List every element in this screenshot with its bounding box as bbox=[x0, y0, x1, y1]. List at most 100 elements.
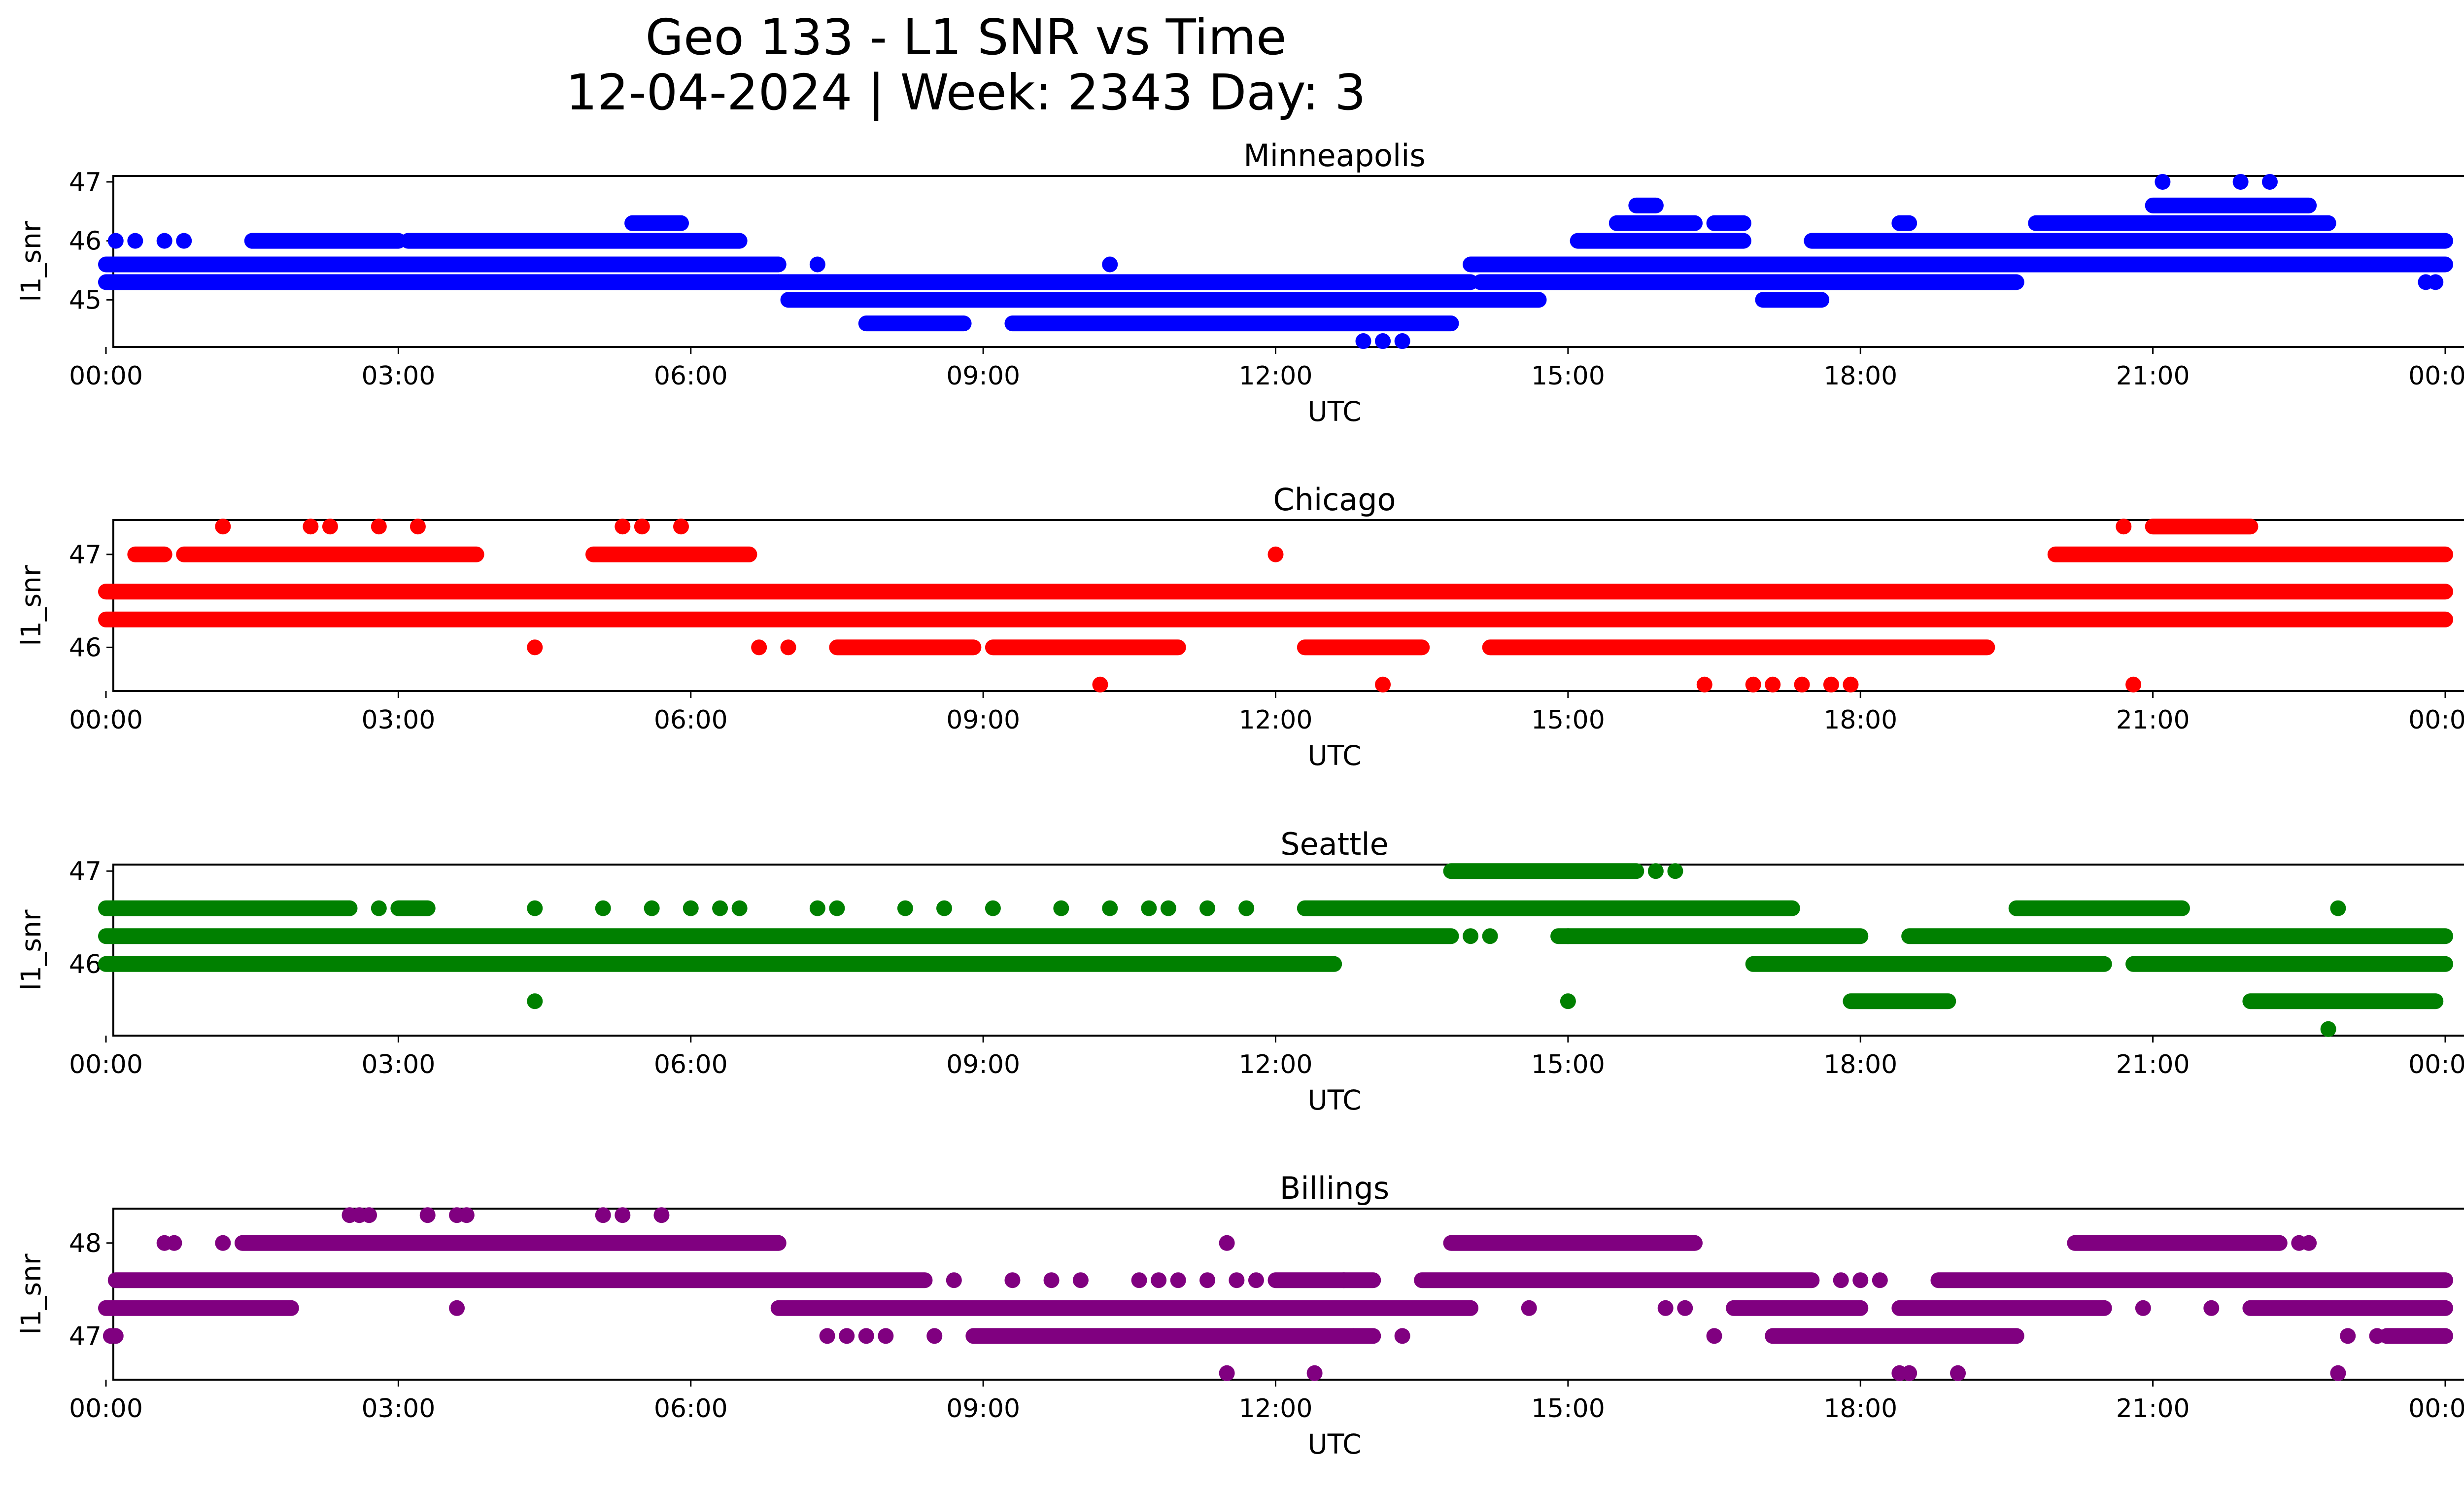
scatter-point bbox=[215, 1235, 231, 1251]
scatter-series bbox=[98, 174, 2453, 349]
x-tick-label: 00:00 bbox=[69, 361, 143, 391]
scatter-point bbox=[1823, 676, 1839, 693]
x-tick-label: 12:00 bbox=[1239, 1050, 1313, 1079]
scatter-point bbox=[1199, 900, 1216, 916]
scatter-point bbox=[1043, 1272, 1060, 1288]
y-tick-label: 47 bbox=[69, 1321, 102, 1351]
scatter-point bbox=[839, 1328, 855, 1344]
scatter-point bbox=[858, 1328, 874, 1344]
scatter-point bbox=[1521, 1300, 1537, 1316]
scatter-point bbox=[127, 233, 143, 249]
scatter-point bbox=[1131, 1272, 1147, 1288]
subplot-seattle: Seattle 46 47 00:00 03:00 06:00 09:00 12:00 15:0… bbox=[15, 826, 2464, 1116]
scatter-point bbox=[2428, 274, 2444, 290]
x-axis-label: UTC bbox=[1307, 740, 1361, 771]
scatter-point bbox=[303, 519, 319, 535]
plot-area-frame bbox=[112, 519, 2464, 692]
scatter-point bbox=[1482, 928, 1498, 944]
x-tick-label: 09:00 bbox=[946, 705, 1020, 735]
scatter-point bbox=[107, 233, 124, 249]
scatter-point bbox=[780, 639, 796, 656]
scatter-point bbox=[634, 519, 650, 535]
scatter-point bbox=[1004, 1272, 1021, 1288]
scatter-point bbox=[829, 900, 845, 916]
y-axis-label: l1_snr bbox=[15, 1253, 47, 1334]
x-tick-label: 00:00 bbox=[69, 705, 143, 735]
subplot-billings: Billings 47 48 00:00 03:00 06:00 09:00 12:00 15:… bbox=[15, 1170, 2464, 1460]
scatter-point bbox=[449, 1300, 465, 1316]
x-tick-label: 12:00 bbox=[1239, 361, 1313, 391]
scatter-point bbox=[1872, 1272, 1888, 1288]
plot-area-frame bbox=[112, 1208, 2464, 1381]
scatter-point bbox=[1765, 676, 1781, 693]
scatter-point bbox=[878, 1328, 894, 1344]
scatter-point bbox=[166, 1235, 182, 1251]
scatter-point bbox=[1560, 928, 1576, 944]
x-tick-label: 00:00 bbox=[2408, 705, 2464, 735]
x-tick-label: 15:00 bbox=[1531, 1394, 1605, 1424]
y-tick-label: 46 bbox=[69, 950, 102, 979]
scatter-point bbox=[1375, 676, 1391, 693]
scatter-point bbox=[751, 639, 767, 656]
scatter-point bbox=[1843, 676, 1859, 693]
scatter-point bbox=[1199, 1272, 1216, 1288]
x-axis-label: UTC bbox=[1307, 1084, 1361, 1116]
x-tick-label: 06:00 bbox=[654, 1394, 728, 1424]
x-tick-label: 21:00 bbox=[2116, 1050, 2190, 1079]
x-tick-label: 15:00 bbox=[1531, 361, 1605, 391]
plot-area-frame bbox=[112, 864, 2464, 1037]
scatter-point bbox=[595, 900, 611, 916]
x-tick-label: 09:00 bbox=[946, 1050, 1020, 1079]
scatter-point bbox=[712, 900, 728, 916]
scatter-point bbox=[371, 519, 387, 535]
x-tick-label: 03:00 bbox=[361, 1050, 435, 1079]
scatter-point bbox=[1706, 1328, 1722, 1344]
scatter-point bbox=[897, 900, 913, 916]
scatter-point bbox=[1394, 1328, 1410, 1344]
scatter-point bbox=[1560, 993, 1576, 1009]
scatter-point bbox=[1355, 333, 1371, 349]
x-tick-label: 00:00 bbox=[2408, 361, 2464, 391]
scatter-point bbox=[809, 256, 825, 273]
scatter-point bbox=[946, 1272, 962, 1288]
scatter-point bbox=[2330, 1365, 2346, 1381]
scatter-point bbox=[2203, 1300, 2220, 1316]
x-tick-label: 00:00 bbox=[69, 1394, 143, 1424]
scatter-point bbox=[615, 1207, 631, 1223]
x-tick-label: 00:00 bbox=[69, 1050, 143, 1079]
x-tick-label: 12:00 bbox=[1239, 705, 1313, 735]
scatter-point bbox=[371, 900, 387, 916]
scatter-point bbox=[1647, 863, 1664, 879]
x-tick-label: 09:00 bbox=[946, 1394, 1020, 1424]
scatter-point bbox=[683, 900, 699, 916]
scatter-point bbox=[2301, 1235, 2317, 1251]
scatter-point bbox=[595, 1207, 611, 1223]
x-tick-label: 03:00 bbox=[361, 705, 435, 735]
figure-title-line1: Geo 133 - L1 SNR vs Time bbox=[646, 8, 1287, 66]
x-tick-label: 06:00 bbox=[654, 361, 728, 391]
scatter-point bbox=[527, 639, 543, 656]
scatter-point bbox=[215, 519, 231, 535]
scatter-point bbox=[361, 1207, 377, 1223]
scatter-point bbox=[107, 1328, 124, 1344]
y-tick-label: 47 bbox=[69, 540, 102, 570]
y-axis-label: l1_snr bbox=[15, 221, 47, 302]
y-axis-label: l1_snr bbox=[15, 909, 47, 990]
scatter-point bbox=[1102, 256, 1118, 273]
x-tick-label: 21:00 bbox=[2116, 1394, 2190, 1424]
scatter-point bbox=[1696, 676, 1712, 693]
x-tick-label: 12:00 bbox=[1239, 1394, 1313, 1424]
x-tick-label: 15:00 bbox=[1531, 1050, 1605, 1079]
scatter-point bbox=[936, 900, 953, 916]
scatter-point bbox=[1345, 1328, 1362, 1344]
scatter-point bbox=[1833, 1272, 1849, 1288]
scatter-point bbox=[1248, 1272, 1264, 1288]
x-tick-label: 09:00 bbox=[946, 361, 1020, 391]
subplot-title: Seattle bbox=[1280, 826, 1388, 862]
subplot-title: Billings bbox=[1280, 1170, 1389, 1206]
scatter-point bbox=[1229, 1272, 1245, 1288]
scatter-point bbox=[1667, 863, 1683, 879]
scatter-point bbox=[653, 1207, 670, 1223]
x-tick-label: 18:00 bbox=[1823, 705, 1897, 735]
scatter-point bbox=[2369, 1328, 2385, 1344]
